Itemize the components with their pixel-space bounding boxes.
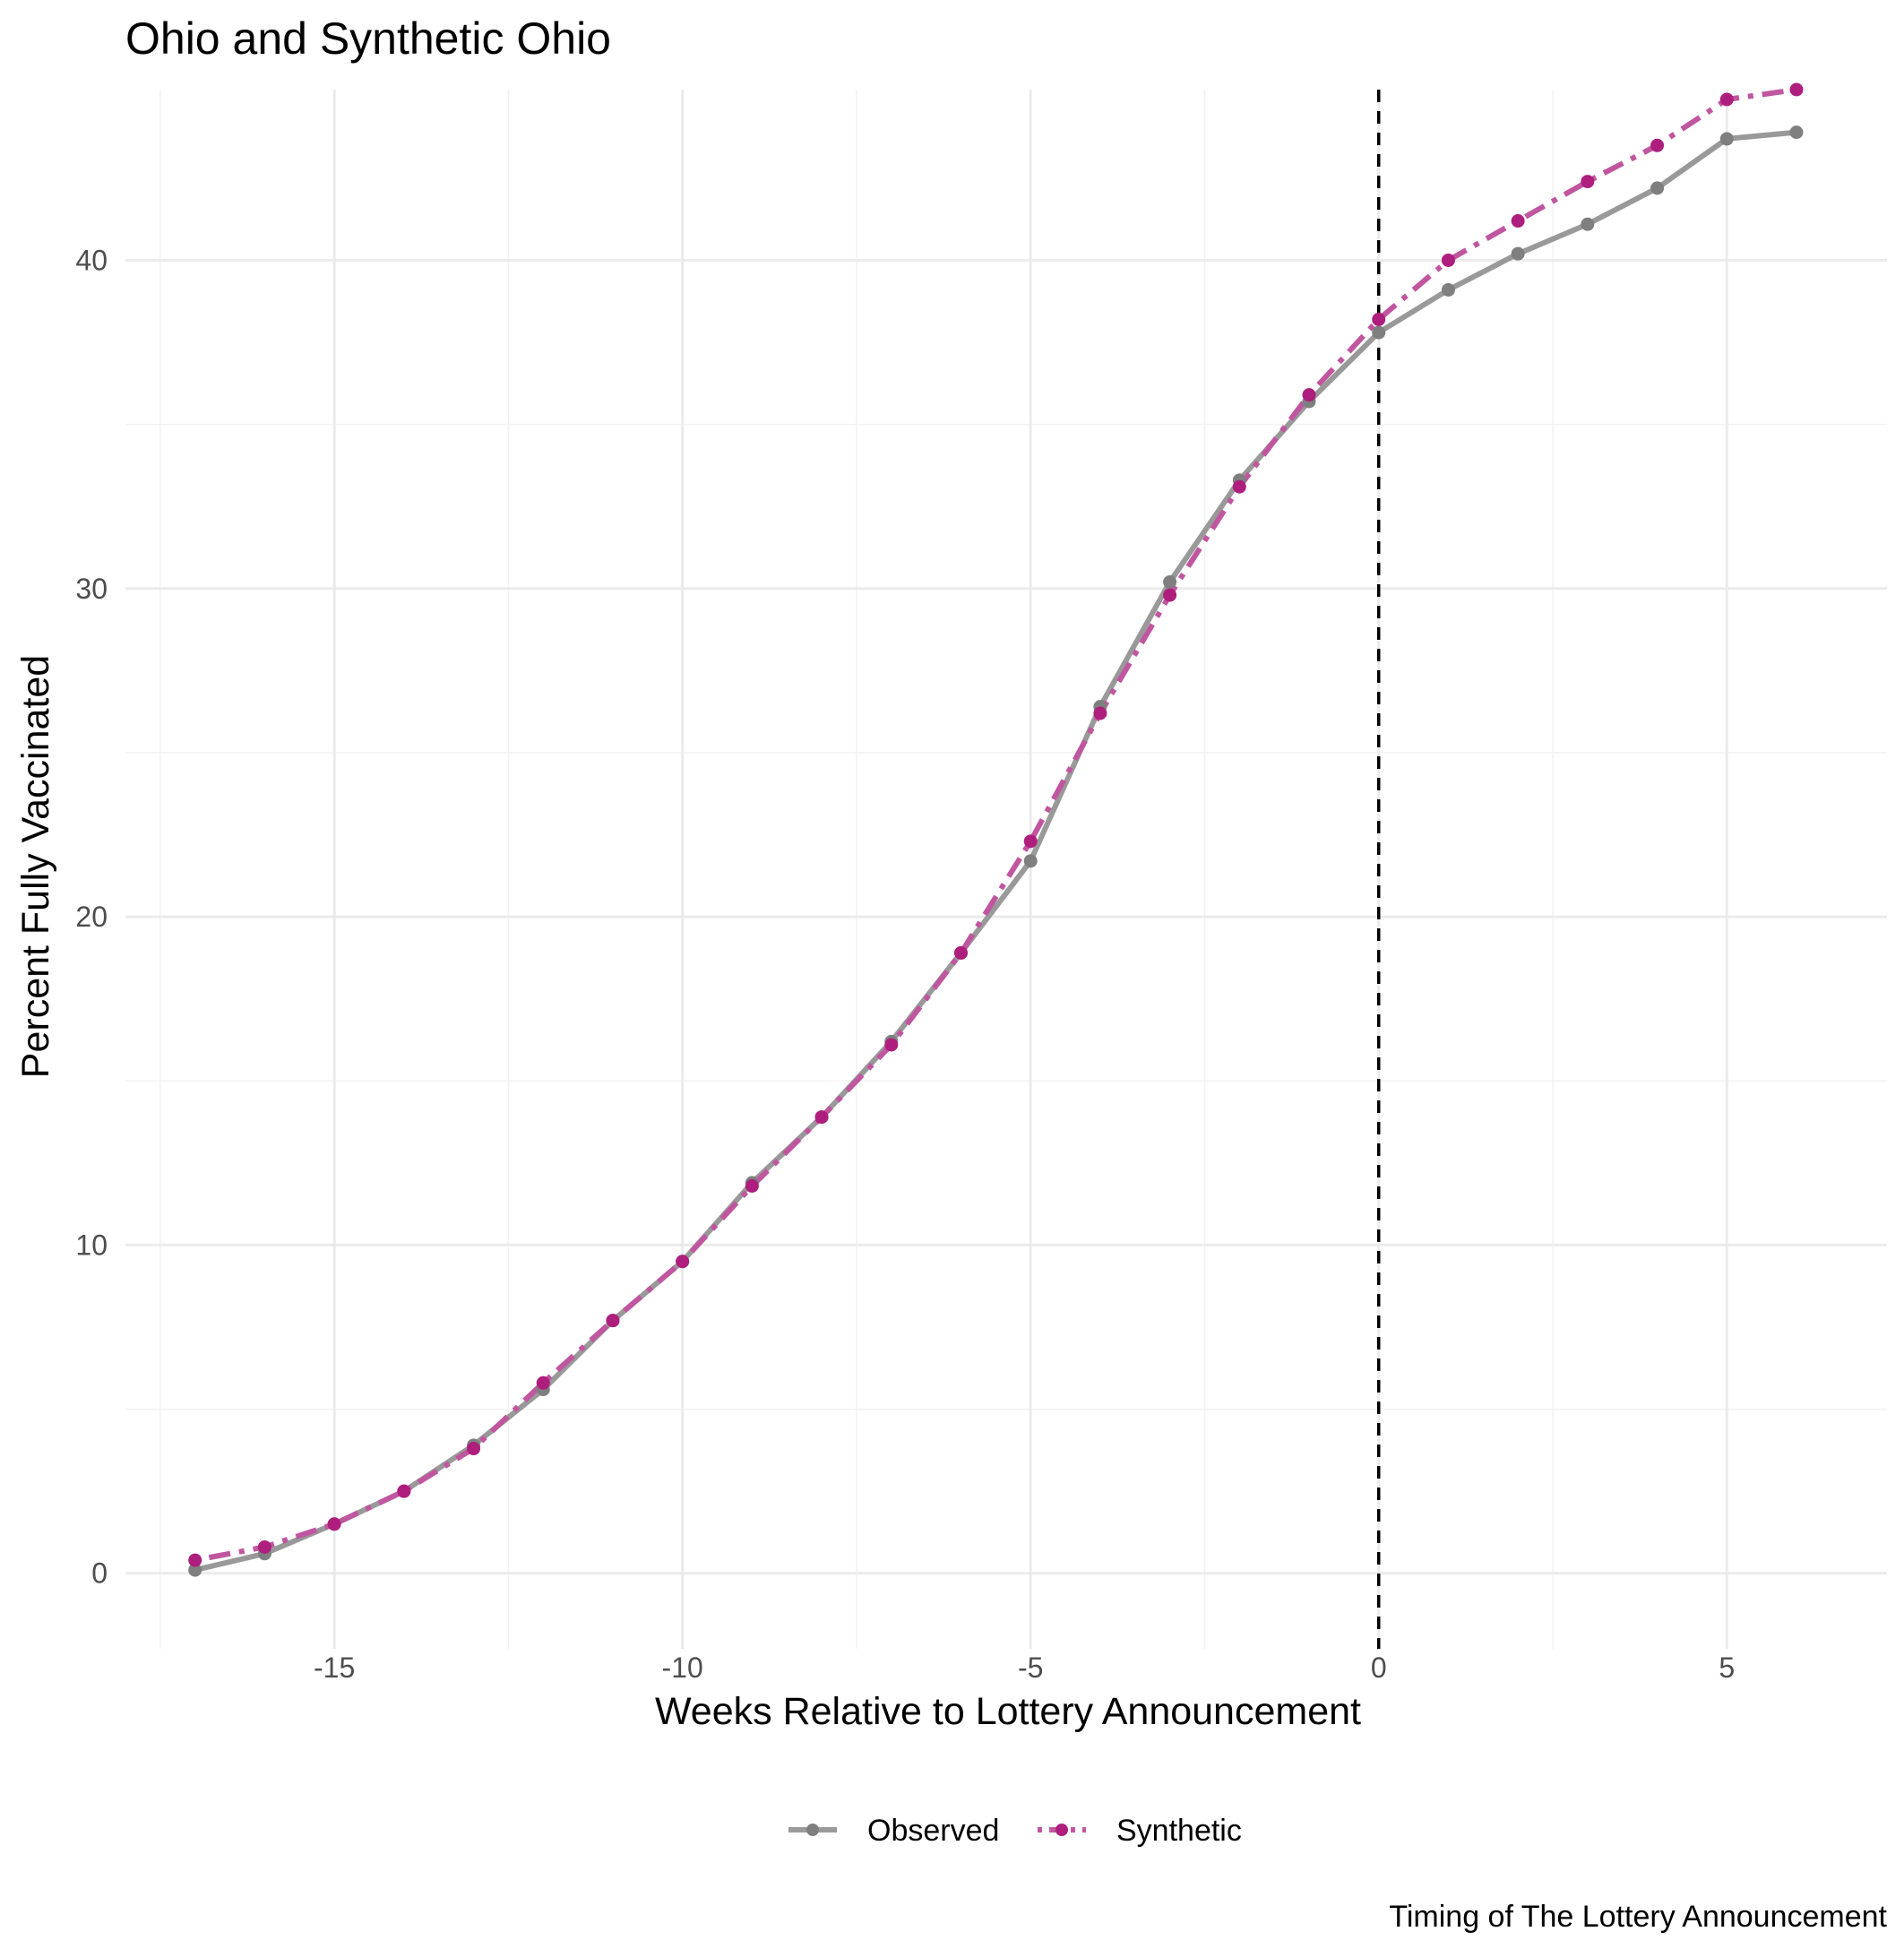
- y-tick-label: 30: [75, 573, 108, 605]
- data-point-observed: [1650, 181, 1665, 195]
- data-point-observed: [1789, 125, 1804, 140]
- data-point-synthetic: [257, 1539, 271, 1554]
- data-point-synthetic: [1163, 588, 1177, 602]
- chart-title: Ohio and Synthetic Ohio: [125, 13, 611, 64]
- data-point-observed: [1441, 282, 1455, 297]
- data-point-synthetic: [884, 1038, 899, 1052]
- y-tick-label: 20: [75, 901, 108, 933]
- data-point-synthetic: [1441, 253, 1455, 267]
- data-point-observed: [188, 1563, 202, 1577]
- data-point-synthetic: [188, 1553, 202, 1567]
- tick-labels: -15 -10 -5 0 5 0 10 20 30 40: [75, 244, 1735, 1684]
- legend-observed-point: [806, 1824, 819, 1836]
- data-point-observed: [1023, 854, 1038, 868]
- data-point-observed: [1511, 246, 1525, 261]
- series-points: [188, 82, 1804, 1577]
- data-point-synthetic: [1023, 834, 1038, 849]
- legend-synthetic-label: Synthetic: [1116, 1814, 1242, 1848]
- data-point-observed: [1372, 325, 1386, 340]
- data-point-synthetic: [676, 1255, 690, 1269]
- data-point-synthetic: [1372, 312, 1386, 326]
- series-line-observed: [194, 129, 1797, 1574]
- legend-item-synthetic: Synthetic: [1038, 1814, 1242, 1848]
- x-axis-title: Weeks Relative to Lottery Announcement: [655, 1690, 1361, 1733]
- data-point-synthetic: [327, 1517, 341, 1531]
- chart-caption: Timing of The Lottery Announcement: [1389, 1900, 1887, 1934]
- legend-synthetic-point: [1055, 1824, 1068, 1836]
- data-point-synthetic: [1789, 82, 1804, 97]
- y-tick-label: 10: [75, 1229, 108, 1261]
- data-point-synthetic: [1719, 92, 1734, 107]
- x-tick-label: -15: [314, 1651, 355, 1684]
- data-point-synthetic: [814, 1110, 829, 1125]
- data-point-observed: [1581, 217, 1595, 231]
- data-point-synthetic: [1232, 479, 1246, 494]
- data-point-synthetic: [397, 1484, 411, 1498]
- data-point-observed: [1163, 574, 1177, 589]
- data-point-synthetic: [1511, 214, 1525, 229]
- x-tick-label: 5: [1719, 1651, 1735, 1684]
- data-point-synthetic: [1581, 175, 1595, 189]
- x-tick-label: -10: [662, 1651, 703, 1684]
- x-tick-label: 0: [1371, 1651, 1387, 1684]
- data-point-synthetic: [745, 1178, 759, 1193]
- series-line-synthetic: [194, 87, 1797, 1564]
- data-point-synthetic: [1093, 706, 1107, 720]
- data-point-synthetic: [1650, 138, 1665, 152]
- data-point-synthetic: [536, 1376, 550, 1390]
- data-point-synthetic: [467, 1442, 481, 1456]
- legend-observed-label: Observed: [867, 1814, 999, 1848]
- data-point-observed: [1719, 132, 1734, 146]
- y-axis-title: Percent Fully Vaccinated: [14, 655, 57, 1078]
- series-lines: [194, 87, 1797, 1574]
- legend: Observed Synthetic: [788, 1814, 1242, 1848]
- data-point-synthetic: [953, 945, 968, 960]
- y-tick-label: 40: [75, 244, 108, 276]
- x-tick-label: -5: [1018, 1651, 1043, 1684]
- data-point-synthetic: [1302, 388, 1316, 402]
- grid-lines: [125, 90, 1887, 1649]
- y-tick-label: 0: [91, 1557, 108, 1590]
- data-point-synthetic: [606, 1314, 620, 1328]
- legend-item-observed: Observed: [788, 1814, 999, 1848]
